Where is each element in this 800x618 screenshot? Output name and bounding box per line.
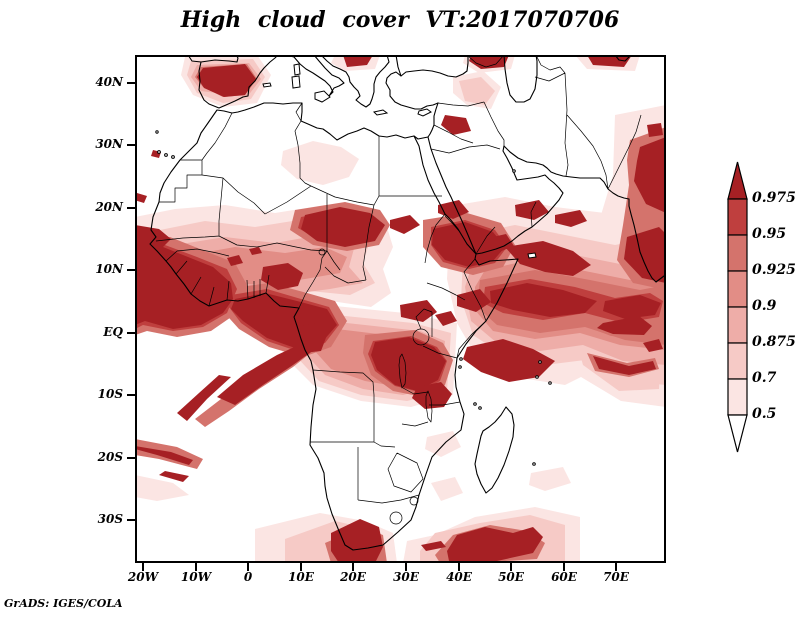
colorbar-label: 0.7	[752, 370, 777, 386]
x-axis-tick	[615, 563, 617, 571]
y-axis-label: 20N	[95, 200, 123, 214]
turkey-coast	[385, 55, 439, 110]
colorbar-segment	[727, 270, 748, 308]
coastline-layer	[149, 55, 666, 551]
y-axis-tick	[127, 82, 135, 84]
islands-layer	[155, 63, 552, 466]
colorbar	[727, 161, 748, 453]
x-axis-tick	[247, 563, 249, 571]
x-axis-tick	[405, 563, 407, 571]
plot-title: High cloud cover VT:2017070706	[180, 7, 620, 33]
colorbar-label: 0.875	[752, 334, 796, 350]
x-axis-tick	[352, 563, 354, 571]
colorbar-label: 0.5	[752, 406, 777, 422]
y-axis-tick	[127, 269, 135, 271]
black-sea-coast	[400, 55, 469, 78]
map-canvas	[135, 55, 666, 563]
x-axis-label: 30E	[393, 570, 419, 584]
italy-coast	[285, 55, 345, 97]
colorbar-segment	[727, 234, 748, 272]
x-axis-tick	[510, 563, 512, 571]
iberia-coast	[187, 55, 279, 109]
madagascar-coast	[474, 406, 515, 494]
y-axis-label: EQ	[103, 325, 123, 339]
colorbar-arrow-bottom	[727, 414, 748, 453]
x-axis-label: 20W	[127, 570, 159, 584]
lakes-layer	[318, 248, 433, 525]
balkan-greece-coast	[320, 55, 390, 108]
x-axis-tick	[563, 563, 565, 571]
y-axis-tick	[127, 457, 135, 459]
y-axis-label: 40N	[95, 75, 123, 89]
y-axis-label: 10N	[95, 262, 123, 276]
grads-attribution: GrADS: IGES/COLA	[4, 597, 123, 610]
y-axis-tick	[127, 207, 135, 209]
colorbar-label: 0.9	[752, 298, 777, 314]
colorbar-label: 0.95	[752, 226, 787, 242]
colorbar-segment	[727, 198, 748, 236]
y-axis-label: 20S	[97, 450, 123, 464]
biscay-coast	[200, 55, 239, 63]
map-frame-border	[135, 55, 666, 563]
colorbar-segment	[727, 306, 748, 344]
caspian-coast	[503, 55, 538, 103]
levant-coast	[413, 102, 439, 140]
colorbar-arrow-top	[727, 161, 748, 200]
x-axis-label: 50E	[498, 570, 524, 584]
x-axis-label: 40E	[446, 570, 472, 584]
x-axis-label: 60E	[551, 570, 577, 584]
x-axis-label: 70E	[603, 570, 629, 584]
colorbar-segment	[727, 342, 748, 380]
x-axis-label: 10E	[288, 570, 314, 584]
africa-coast	[149, 102, 519, 551]
colorbar-label: 0.925	[752, 262, 796, 278]
y-axis-tick	[127, 519, 135, 521]
y-axis-tick	[127, 332, 135, 334]
colorbar-label: 0.975	[752, 190, 796, 206]
y-axis-label: 30N	[95, 137, 123, 151]
x-axis-tick	[195, 563, 197, 571]
y-axis-tick	[127, 144, 135, 146]
iran-india-coast	[503, 145, 666, 283]
x-axis-label: 20E	[340, 570, 366, 584]
x-axis-tick	[458, 563, 460, 571]
x-axis-tick	[142, 563, 144, 571]
colorbar-segment	[727, 378, 748, 416]
arabia-coast	[427, 136, 564, 255]
x-axis-label: 0	[243, 570, 253, 584]
y-axis-label: 30S	[97, 512, 123, 526]
x-axis-tick	[300, 563, 302, 571]
y-axis-label: 10S	[97, 387, 123, 401]
cloud-shading-layer	[135, 55, 666, 563]
x-axis-label: 10W	[180, 570, 212, 584]
y-axis-tick	[127, 394, 135, 396]
country-borders-layer	[155, 55, 642, 504]
